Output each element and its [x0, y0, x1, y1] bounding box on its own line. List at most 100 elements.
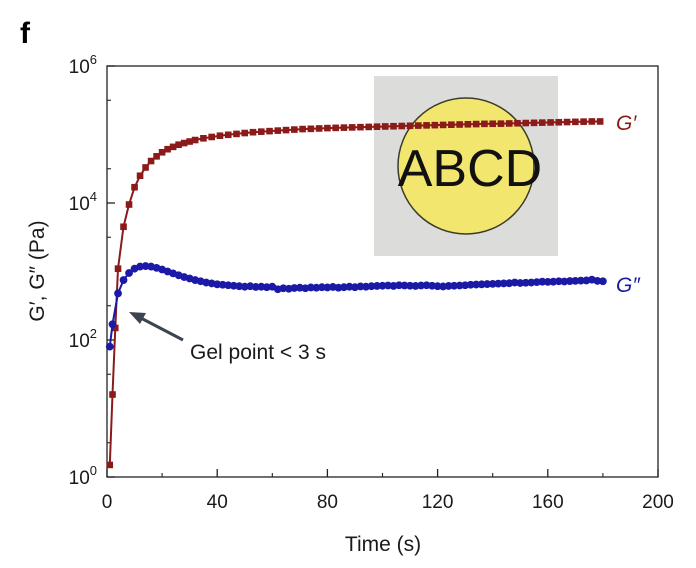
series-layer — [105, 118, 607, 469]
data-point — [599, 277, 607, 286]
data-point — [563, 118, 571, 126]
x-tick-labels: 0 40 80 120 160 200 — [102, 492, 674, 513]
data-point — [555, 118, 563, 126]
annotation-text: Gel point < 3 s — [190, 341, 326, 364]
data-point — [106, 461, 114, 469]
data-point — [406, 122, 414, 130]
data-point — [306, 283, 315, 292]
data-point — [466, 280, 475, 289]
data-point — [105, 342, 114, 351]
data-point — [417, 281, 425, 290]
data-point — [472, 120, 480, 128]
data-point — [291, 126, 298, 133]
data-point — [241, 129, 249, 137]
data-point — [448, 121, 455, 129]
data-point — [136, 172, 144, 180]
data-point — [290, 284, 299, 292]
data-point — [142, 164, 149, 171]
data-point — [439, 121, 447, 129]
data-point — [233, 130, 240, 138]
data-point — [538, 277, 547, 286]
data-point — [257, 128, 265, 135]
data-point — [497, 120, 505, 127]
data-point — [489, 120, 496, 128]
data-point — [111, 324, 119, 332]
data-point — [180, 139, 188, 147]
data-point — [543, 277, 552, 286]
y-tick-label: 102 — [69, 326, 97, 352]
series-label-g-double-prime: G″ — [616, 274, 641, 297]
series-g-prime — [106, 118, 604, 469]
gel-point-annotation: Gel point < 3 s — [129, 312, 326, 364]
data-point — [169, 143, 177, 151]
axis-ticks — [106, 65, 659, 478]
data-point — [381, 123, 389, 130]
data-point — [317, 283, 326, 292]
data-point — [455, 281, 464, 290]
data-point — [282, 126, 290, 134]
data-point — [572, 118, 579, 126]
data-point — [153, 153, 160, 160]
data-point — [175, 141, 182, 148]
data-point — [464, 120, 472, 128]
x-tick-label: 40 — [207, 492, 228, 513]
y-axis-title: G′, G″ (Pa) — [26, 220, 49, 321]
x-tick-label: 80 — [317, 492, 338, 513]
y-tick-labels: 100 102 104 106 — [69, 52, 97, 489]
data-point — [530, 119, 538, 127]
data-point — [266, 127, 273, 135]
data-point — [596, 118, 604, 125]
x-tick-label: 200 — [642, 492, 674, 513]
data-point — [147, 157, 155, 165]
data-point — [395, 281, 403, 290]
data-point — [516, 279, 525, 287]
data-point — [423, 122, 430, 129]
data-point — [571, 276, 580, 285]
data-point — [119, 276, 128, 284]
data-point — [324, 124, 331, 132]
data-point — [431, 121, 439, 129]
data-point — [477, 280, 486, 289]
data-point — [580, 118, 587, 125]
data-point — [131, 183, 138, 191]
annotation-arrowhead — [129, 312, 146, 324]
data-point — [415, 122, 422, 129]
data-point — [444, 282, 453, 290]
data-point — [522, 119, 530, 127]
data-point — [125, 201, 133, 208]
data-point — [499, 279, 508, 288]
data-point — [158, 148, 166, 156]
data-point — [114, 289, 122, 298]
data-point — [357, 123, 364, 131]
data-point — [120, 223, 127, 231]
x-tick-label: 160 — [532, 492, 564, 513]
x-tick-label: 0 — [102, 492, 113, 513]
inset-photo-text: ABCD — [398, 140, 542, 198]
data-point — [373, 123, 381, 130]
data-point — [365, 123, 373, 131]
data-point — [216, 132, 224, 140]
data-point — [547, 119, 554, 126]
data-point — [274, 127, 282, 134]
y-tick-label: 104 — [69, 189, 97, 215]
data-point — [200, 135, 207, 142]
data-point — [433, 282, 442, 291]
data-point — [299, 125, 306, 133]
data-point — [576, 276, 585, 285]
data-point — [398, 122, 406, 130]
data-point — [108, 320, 117, 329]
series-g-double-prime — [105, 262, 607, 351]
data-point — [521, 278, 530, 287]
data-point — [109, 391, 116, 398]
data-point — [554, 277, 563, 286]
data-point — [481, 120, 488, 128]
data-point — [315, 125, 323, 132]
data-point — [450, 281, 459, 290]
data-point — [307, 125, 315, 133]
data-point — [378, 281, 387, 290]
data-point — [191, 136, 199, 144]
data-point — [251, 283, 260, 291]
series-label-g-prime: G′ — [616, 112, 637, 135]
x-tick-label: 120 — [422, 492, 454, 513]
